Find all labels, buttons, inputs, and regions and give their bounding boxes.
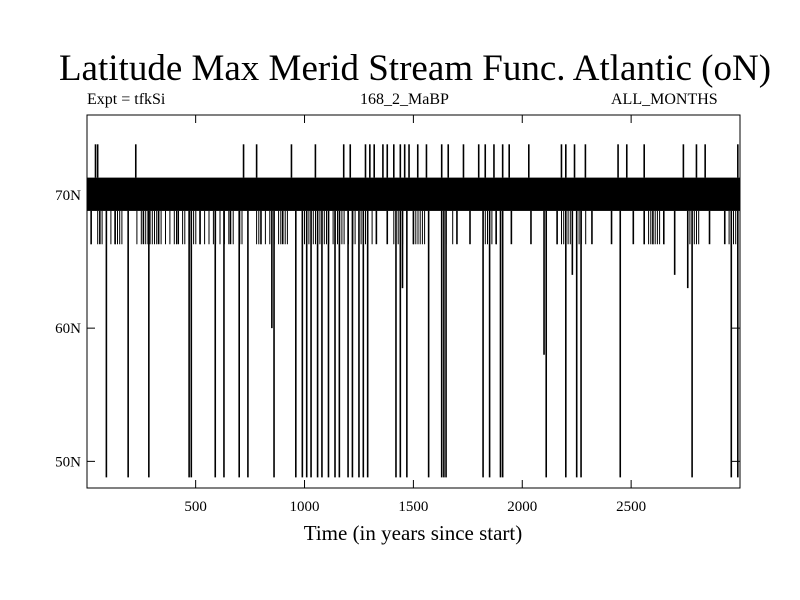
x-tick-label: 1000 [290, 499, 320, 515]
y-tick-label: 70N [55, 188, 81, 204]
y-tick-label: 60N [55, 321, 81, 337]
chart-title: Latitude Max Merid Stream Func. Atlantic… [58, 48, 772, 89]
run-label: 168_2_MaBP [360, 91, 449, 108]
y-tick-label: 50N [55, 454, 81, 470]
x-tick-label: 1500 [398, 499, 428, 515]
plot-frame [86, 114, 741, 489]
x-axis: 500 1000 1500 2000 2500 [184, 115, 646, 515]
series-lower-excursion [136, 210, 177, 245]
series-lower-excursion [643, 210, 665, 245]
x-tick-label: 2500 [616, 499, 646, 515]
series-lower-excursion [689, 210, 700, 245]
series-lower-excursion [393, 210, 426, 245]
series-lower-excursion [728, 210, 739, 245]
months-label: ALL_MONTHS [611, 91, 718, 108]
y-axis: 50N 60N 70N [55, 188, 740, 470]
x-tick-label: 2000 [507, 499, 537, 515]
x-axis-label: Time (in years since start) [304, 521, 523, 545]
experiment-label: Expt = tfkSi [87, 91, 166, 108]
x-tick-label: 500 [184, 499, 207, 515]
series-base-band [87, 177, 740, 211]
series-layer [87, 144, 740, 478]
